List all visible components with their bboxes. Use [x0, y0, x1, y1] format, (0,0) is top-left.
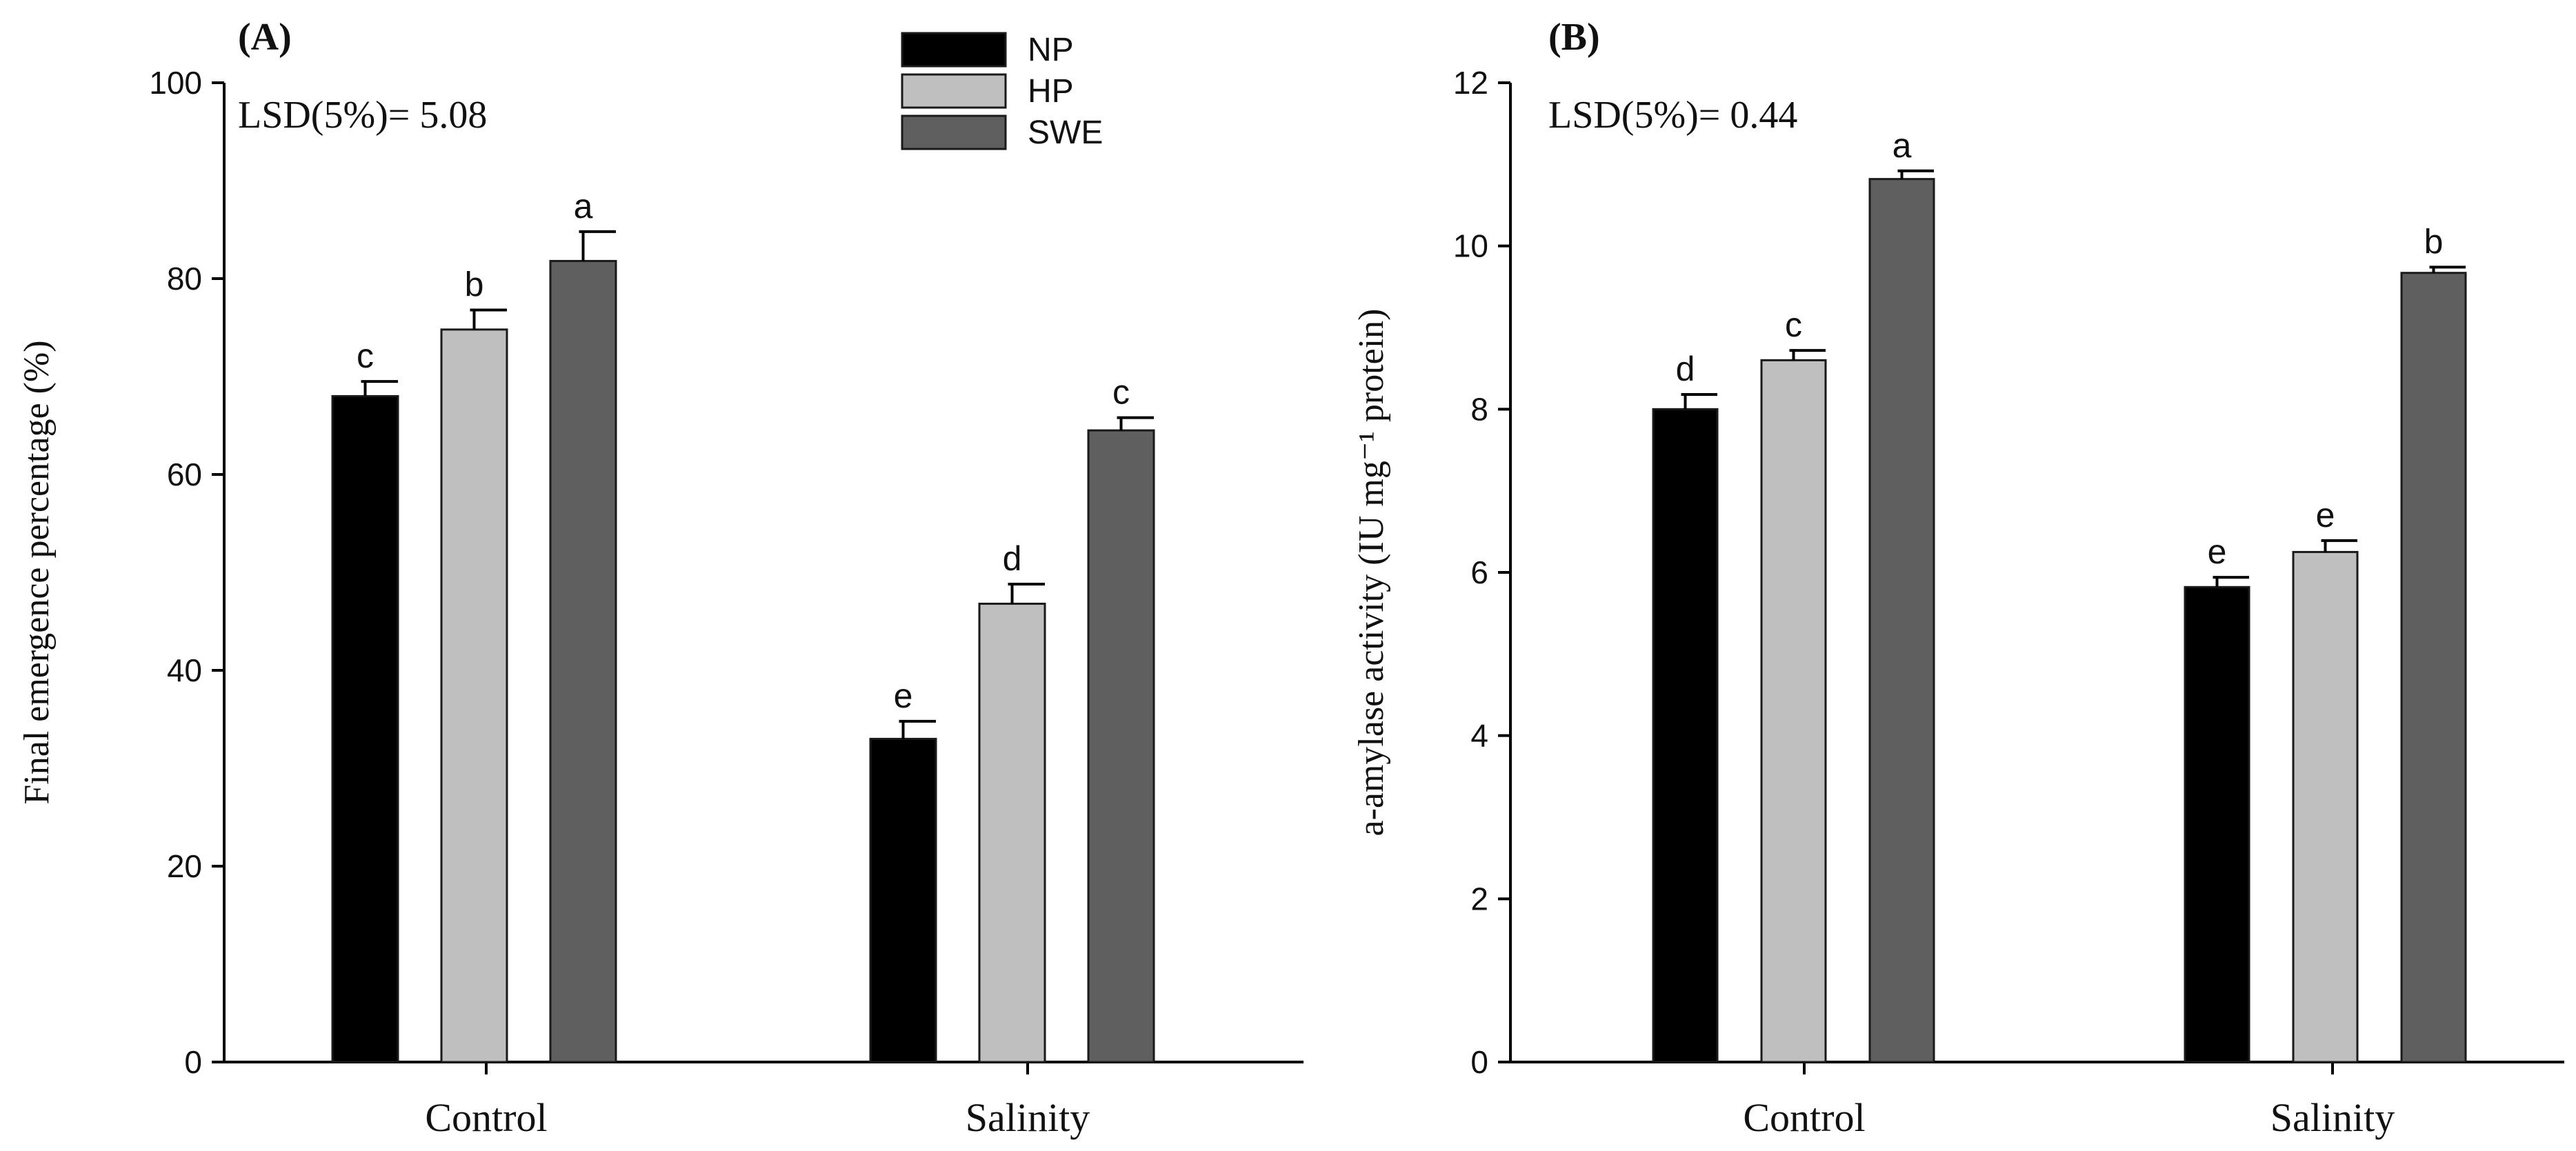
bar — [978, 602, 1046, 1063]
significance-letter: e — [2316, 496, 2335, 534]
legend-swatch — [901, 114, 1007, 150]
panel-label: (A) — [238, 16, 292, 59]
y-tick-label: 100 — [149, 65, 202, 101]
bar — [1868, 178, 1935, 1063]
bar — [440, 328, 508, 1063]
x-tick-label: Control — [1743, 1095, 1865, 1140]
bar — [331, 394, 399, 1063]
panel-label: (B) — [1548, 16, 1600, 59]
bar — [2400, 272, 2467, 1063]
significance-letter: a — [574, 187, 593, 226]
significance-letter: d — [1676, 350, 1695, 388]
significance-letter: e — [2208, 532, 2227, 571]
significance-letter: b — [2424, 222, 2444, 261]
significance-letter: e — [894, 677, 913, 715]
y-tick-label: 10 — [1453, 228, 1488, 264]
y-tick-label: 4 — [1470, 718, 1488, 754]
bar — [2184, 585, 2250, 1063]
y-axis-label: a-amylase activity (IU mg⁻¹ protein) — [1352, 309, 1391, 837]
y-tick-label: 12 — [1453, 65, 1488, 101]
legend-label: HP — [1028, 73, 1074, 110]
lsd-annotation: LSD(5%)= 5.08 — [238, 94, 487, 137]
significance-letter: a — [1893, 126, 1912, 165]
y-axis-label: Final emergence percentage (%) — [17, 340, 57, 804]
y-tick-label: 8 — [1470, 391, 1488, 427]
y-tick-label: 40 — [167, 652, 202, 688]
bar — [549, 259, 617, 1063]
y-tick-label: 6 — [1470, 554, 1488, 590]
bar — [2292, 550, 2359, 1063]
lsd-annotation: LSD(5%)= 0.44 — [1548, 94, 1797, 137]
y-tick-label: 60 — [167, 457, 202, 492]
panel-b-chart: 0 2 4 6 8 10 12 Control Salinity d e c e a b (B) LSD(5%)… — [1352, 16, 2564, 1140]
y-tick-label: 0 — [184, 1044, 202, 1080]
x-tick-label: Control — [425, 1095, 547, 1140]
y-tick-label: 2 — [1470, 881, 1488, 917]
bar — [1652, 408, 1719, 1063]
y-tick-label: 80 — [167, 261, 202, 297]
x-tick-label: Salinity — [966, 1095, 1090, 1140]
y-tick-label: 20 — [167, 848, 202, 884]
significance-letter: b — [465, 265, 484, 303]
significance-letter: c — [1112, 373, 1130, 412]
legend-label: SWE — [1028, 114, 1103, 151]
legend-label: NP — [1028, 32, 1074, 68]
bar — [869, 737, 937, 1063]
legend-swatch — [901, 73, 1007, 109]
legend-swatch — [901, 32, 1007, 68]
significance-letter: c — [357, 337, 374, 375]
panel-a-chart: 0 20 40 60 80 100 Control Salinity c e b d a c (A) LSD(… — [17, 16, 1304, 1140]
x-tick-label: Salinity — [2270, 1095, 2395, 1140]
y-tick-label: 0 — [1470, 1044, 1488, 1080]
significance-letter: d — [1003, 539, 1022, 578]
significance-letter: c — [1785, 306, 1802, 344]
bar — [1087, 429, 1155, 1063]
bar — [1760, 359, 1827, 1063]
